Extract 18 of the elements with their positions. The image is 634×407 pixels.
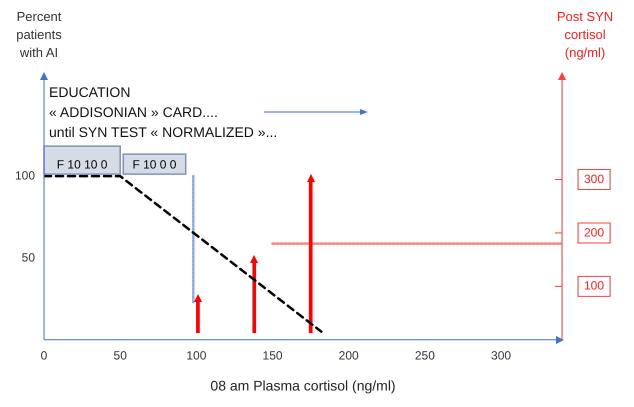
annotation: until SYN TEST « NORMALIZED »... (49, 123, 278, 142)
x-tick-label: 200 (338, 348, 360, 362)
x-tick-label: 100 (186, 348, 207, 362)
y2-tick-label: 300 (584, 172, 604, 186)
y2-tick-label: 200 (584, 225, 604, 240)
band-label: F 10 10 0 (56, 157, 108, 172)
x-tick-label: 300 (491, 348, 512, 362)
x-tick-label: 250 (414, 348, 436, 362)
band-label: F 10 0 0 (132, 157, 177, 172)
x-tick-label: 50 (114, 348, 128, 362)
x-tick-label: 0 (40, 348, 48, 362)
y-axis-title: Percent patients with AI (15, 8, 63, 62)
x-tick-label: 150 (262, 348, 283, 362)
annotation: EDUCATION (49, 83, 130, 102)
y2-tick-label: 100 (584, 278, 604, 293)
x-axis-title: 08 am Plasma cortisol (ng/ml) (210, 377, 396, 394)
annotation: « ADDISONIAN » CARD.... (49, 103, 218, 122)
y2-axis-title: Post SYN cortisol (ng/ml) (556, 8, 614, 62)
